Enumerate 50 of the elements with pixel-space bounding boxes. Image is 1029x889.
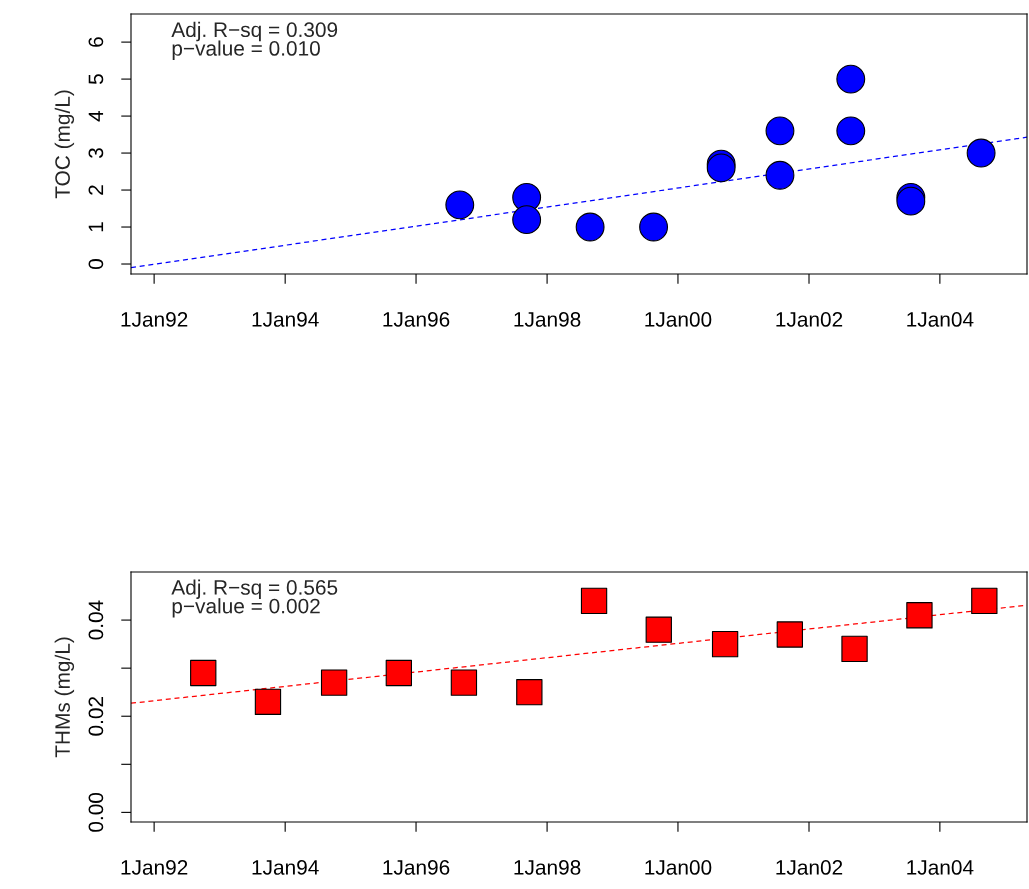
point bbox=[776, 621, 803, 648]
x-tick-label: 1Jan04 bbox=[907, 860, 974, 875]
point bbox=[966, 138, 996, 168]
x-tick-label: 1Jan02 bbox=[776, 312, 843, 327]
annotation: Adj. R−sq = 0.565 p−value = 0.002 bbox=[171, 579, 338, 618]
point bbox=[580, 587, 608, 615]
y-tick-label: 0.02 bbox=[88, 697, 104, 736]
x-tick-label: 1Jan00 bbox=[645, 860, 712, 875]
point bbox=[575, 212, 605, 242]
point bbox=[836, 64, 866, 94]
point bbox=[765, 116, 795, 146]
point bbox=[445, 190, 475, 220]
y-tick-label: 0 bbox=[88, 259, 104, 269]
y-tick-label: 4 bbox=[88, 110, 104, 122]
x-tick-label: 1Jan92 bbox=[121, 312, 188, 327]
x-tick-label: 1Jan00 bbox=[645, 312, 712, 327]
x-tick-label: 1Jan94 bbox=[252, 312, 319, 327]
y-axis-title: THMs (mg/L) bbox=[54, 637, 75, 758]
point bbox=[450, 669, 478, 696]
x-tick-label: 1Jan98 bbox=[514, 312, 581, 327]
point bbox=[516, 679, 543, 706]
y-tick-label: 3 bbox=[88, 148, 104, 159]
point bbox=[190, 659, 217, 687]
x-tick-label: 1Jan04 bbox=[907, 312, 974, 327]
point bbox=[711, 630, 739, 658]
point bbox=[254, 688, 282, 715]
point bbox=[512, 205, 542, 235]
y-tick-label: 5 bbox=[88, 74, 104, 85]
x-tick-label: 1Jan96 bbox=[383, 312, 450, 327]
y-tick-label: 0.00 bbox=[88, 792, 104, 832]
point bbox=[971, 587, 998, 615]
y-tick-label: 6 bbox=[88, 37, 104, 47]
y-axis-title: TOC (mg/L) bbox=[54, 90, 75, 199]
point bbox=[385, 659, 413, 687]
point bbox=[639, 212, 669, 242]
x-tick-label: 1Jan02 bbox=[776, 860, 843, 875]
x-tick-label: 1Jan98 bbox=[514, 860, 581, 875]
point bbox=[836, 116, 866, 146]
annotation: Adj. R−sq = 0.309 p−value = 0.010 bbox=[171, 21, 338, 60]
x-tick-label: 1Jan94 bbox=[252, 860, 319, 875]
y-tick-label: 0.04 bbox=[88, 600, 104, 640]
x-tick-label: 1Jan96 bbox=[383, 860, 450, 875]
point bbox=[645, 616, 672, 643]
point bbox=[765, 160, 795, 190]
y-tick-label: 1 bbox=[88, 222, 104, 232]
point bbox=[841, 635, 868, 663]
point bbox=[320, 669, 348, 696]
x-tick-label: 1Jan92 bbox=[121, 860, 188, 875]
point bbox=[906, 602, 933, 629]
y-tick-label: 2 bbox=[88, 185, 104, 195]
